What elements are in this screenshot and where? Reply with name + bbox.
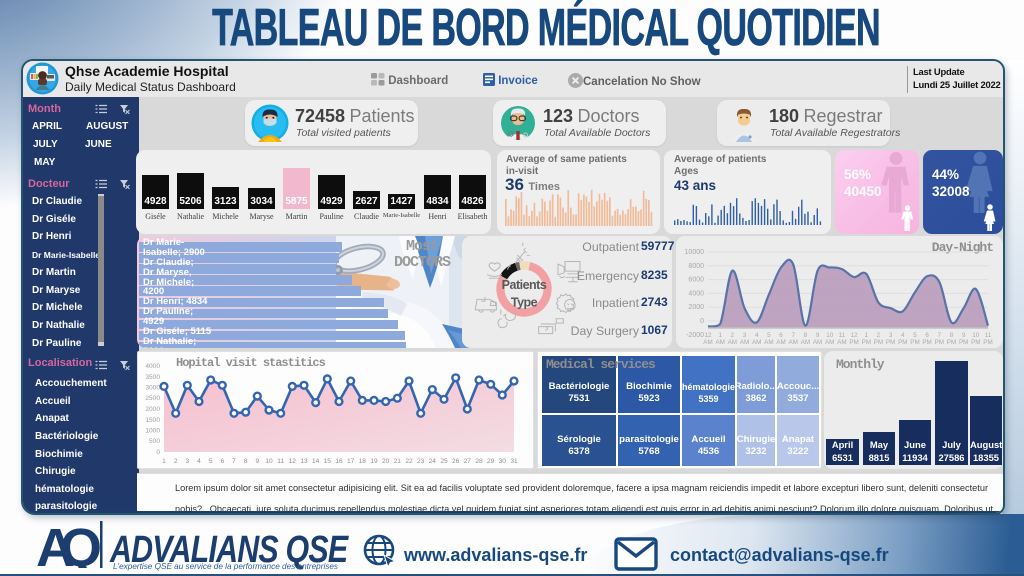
svg-text:2: 2	[877, 332, 881, 339]
svg-text:4000: 4000	[688, 290, 704, 297]
svg-text:1000: 1000	[145, 428, 160, 435]
svg-text:6: 6	[220, 458, 224, 465]
svg-text:7: 7	[938, 332, 942, 339]
svg-text:2000: 2000	[145, 406, 160, 413]
svg-text:3500: 3500	[145, 374, 160, 381]
svg-text:1: 1	[718, 332, 722, 339]
svg-text:PM: PM	[959, 339, 968, 346]
svg-text:3: 3	[185, 458, 189, 465]
svg-text:26: 26	[452, 458, 460, 465]
svg-text:6: 6	[779, 332, 783, 339]
svg-text:PM: PM	[947, 339, 956, 346]
svg-text:14: 14	[312, 458, 320, 465]
svg-text:4: 4	[755, 332, 759, 339]
svg-text:12: 12	[851, 332, 859, 339]
svg-text:PM: PM	[874, 339, 883, 346]
svg-text:0: 0	[700, 318, 704, 325]
svg-text:8: 8	[244, 458, 248, 465]
svg-text:4000: 4000	[145, 363, 160, 370]
svg-text:19: 19	[370, 458, 378, 465]
svg-text:AM: AM	[776, 339, 785, 346]
svg-text:PM: PM	[862, 339, 871, 346]
svg-text:5: 5	[209, 458, 213, 465]
svg-text:Patients: Patients	[502, 278, 547, 292]
svg-text:10: 10	[265, 458, 273, 465]
svg-text:AM: AM	[764, 339, 773, 346]
svg-text:3000: 3000	[145, 385, 160, 392]
svg-text:12: 12	[704, 332, 712, 339]
svg-text:30: 30	[499, 458, 507, 465]
svg-text:10: 10	[826, 332, 834, 339]
svg-text:AQ: AQ	[36, 518, 100, 568]
svg-text:500: 500	[149, 438, 160, 445]
svg-text:4: 4	[197, 458, 201, 465]
svg-text:8000: 8000	[688, 263, 704, 270]
svg-text:AM: AM	[837, 339, 846, 346]
svg-text:AM: AM	[728, 339, 737, 346]
svg-text:5: 5	[913, 332, 917, 339]
svg-text:31: 31	[510, 458, 518, 465]
svg-text:Type: Type	[511, 296, 538, 310]
svg-text:29: 29	[487, 458, 495, 465]
svg-text:25: 25	[440, 458, 448, 465]
svg-text:8: 8	[950, 332, 954, 339]
svg-text:3: 3	[889, 332, 893, 339]
svg-text:7: 7	[791, 332, 795, 339]
svg-text:10: 10	[972, 332, 980, 339]
svg-text:18: 18	[359, 458, 367, 465]
svg-text:9: 9	[816, 332, 820, 339]
svg-text:AM: AM	[740, 339, 749, 346]
svg-text:PM: PM	[910, 339, 919, 346]
svg-text:13: 13	[300, 458, 308, 465]
svg-text:6: 6	[925, 332, 929, 339]
svg-text:11: 11	[277, 458, 284, 465]
svg-text:0: 0	[156, 449, 160, 456]
svg-text:AM: AM	[801, 339, 810, 346]
svg-text:5: 5	[767, 332, 771, 339]
svg-text:AM: AM	[788, 339, 797, 346]
svg-text:1: 1	[865, 332, 869, 339]
svg-text:21: 21	[394, 458, 402, 465]
svg-text:3: 3	[743, 332, 747, 339]
svg-text:4: 4	[901, 332, 905, 339]
svg-text:2: 2	[174, 458, 178, 465]
svg-text:PM: PM	[922, 339, 931, 346]
svg-text:28: 28	[475, 458, 483, 465]
svg-text:2: 2	[731, 332, 735, 339]
svg-text:AM: AM	[703, 339, 712, 346]
svg-text:11: 11	[839, 332, 846, 339]
svg-text:AM: AM	[752, 339, 761, 346]
svg-text:9: 9	[255, 458, 259, 465]
svg-text:8: 8	[804, 332, 808, 339]
svg-text:PM: PM	[898, 339, 907, 346]
svg-text:16: 16	[335, 458, 343, 465]
svg-text:9: 9	[962, 332, 966, 339]
svg-text:6000: 6000	[688, 277, 704, 284]
svg-text:AM: AM	[813, 339, 822, 346]
svg-text:11: 11	[985, 332, 992, 339]
svg-text:1: 1	[162, 458, 166, 465]
svg-text:2500: 2500	[145, 395, 160, 402]
svg-text:22: 22	[405, 458, 413, 465]
svg-text:12: 12	[289, 458, 297, 465]
svg-text:PM: PM	[886, 339, 895, 346]
svg-text:15: 15	[324, 458, 332, 465]
svg-text:7: 7	[232, 458, 236, 465]
svg-text:AM: AM	[715, 339, 724, 346]
svg-text:10000: 10000	[685, 249, 705, 256]
svg-text:1500: 1500	[145, 417, 160, 424]
svg-text:PM: PM	[849, 339, 858, 346]
svg-text:AM: AM	[825, 339, 834, 346]
svg-text:PM: PM	[935, 339, 944, 346]
svg-text:PM: PM	[983, 339, 992, 346]
svg-text:24: 24	[429, 458, 437, 465]
svg-text:PM: PM	[971, 339, 980, 346]
svg-text:27: 27	[464, 458, 472, 465]
svg-text:23: 23	[417, 458, 425, 465]
svg-text:20: 20	[382, 458, 390, 465]
svg-text:2000: 2000	[688, 304, 704, 311]
svg-text:-2000: -2000	[686, 332, 704, 339]
svg-text:17: 17	[347, 458, 355, 465]
